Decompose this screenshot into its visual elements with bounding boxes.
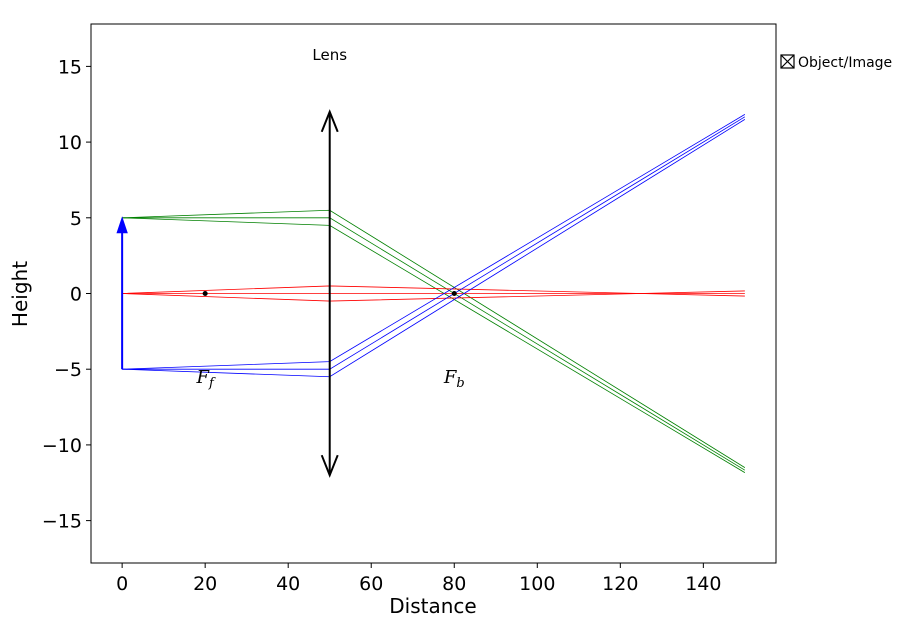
x-axis-title: Distance bbox=[389, 594, 476, 618]
lens-top-arrowhead-icon bbox=[320, 109, 339, 133]
y-tick-label: 0 bbox=[70, 284, 82, 306]
lens-label: Lens bbox=[312, 46, 347, 64]
x-tick-label: 100 bbox=[519, 573, 555, 595]
x-tick-label: 20 bbox=[193, 573, 217, 595]
y-tick-label: −5 bbox=[54, 359, 82, 381]
ray-line bbox=[122, 114, 746, 370]
y-tick-label: −10 bbox=[42, 435, 82, 457]
ray-line bbox=[122, 116, 746, 370]
focal-point-dot bbox=[202, 291, 208, 296]
legend-entry-label: Object/Image bbox=[798, 55, 892, 71]
focal-point-dot bbox=[451, 291, 457, 296]
legend: Object/Image bbox=[780, 54, 892, 71]
x-tick-label: 80 bbox=[442, 573, 466, 595]
ray-line bbox=[122, 217, 746, 473]
y-tick-label: 15 bbox=[58, 56, 82, 78]
y-axis-title: Height bbox=[8, 261, 32, 327]
object-top-rays bbox=[122, 209, 746, 473]
y-axis-ticks: 15 10 5 0 −5 −10 −15 bbox=[42, 56, 91, 533]
object-arrowhead-icon bbox=[116, 216, 128, 234]
x-axis-ticks: 0 20 40 60 80 100 120 140 bbox=[116, 563, 721, 595]
x-tick-label: 60 bbox=[359, 573, 383, 595]
axis-rays bbox=[122, 285, 745, 302]
y-tick-label: 10 bbox=[58, 132, 82, 154]
ray-line bbox=[122, 119, 746, 378]
focal-point-label: Ff bbox=[196, 367, 217, 391]
legend-marker-icon bbox=[780, 54, 795, 69]
y-tick-label: 5 bbox=[70, 208, 82, 230]
x-tick-label: 140 bbox=[685, 573, 721, 595]
focal-point-label: Fb bbox=[443, 367, 465, 391]
rays-layer bbox=[122, 114, 746, 473]
focal-points-layer: Ff Fb bbox=[196, 291, 465, 391]
x-tick-label: 40 bbox=[276, 573, 300, 595]
front-focal-point: Ff bbox=[196, 291, 217, 391]
ray-line bbox=[122, 209, 746, 468]
x-tick-label: 120 bbox=[602, 573, 638, 595]
lens-layer bbox=[320, 109, 339, 478]
object-layer bbox=[116, 216, 128, 370]
x-tick-label: 0 bbox=[116, 573, 128, 595]
object-bottom-rays bbox=[122, 114, 746, 378]
lens-bottom-arrowhead-icon bbox=[320, 454, 339, 478]
y-tick-label: −15 bbox=[42, 511, 82, 533]
back-focal-point: Fb bbox=[443, 291, 465, 391]
ray-line bbox=[122, 217, 746, 471]
